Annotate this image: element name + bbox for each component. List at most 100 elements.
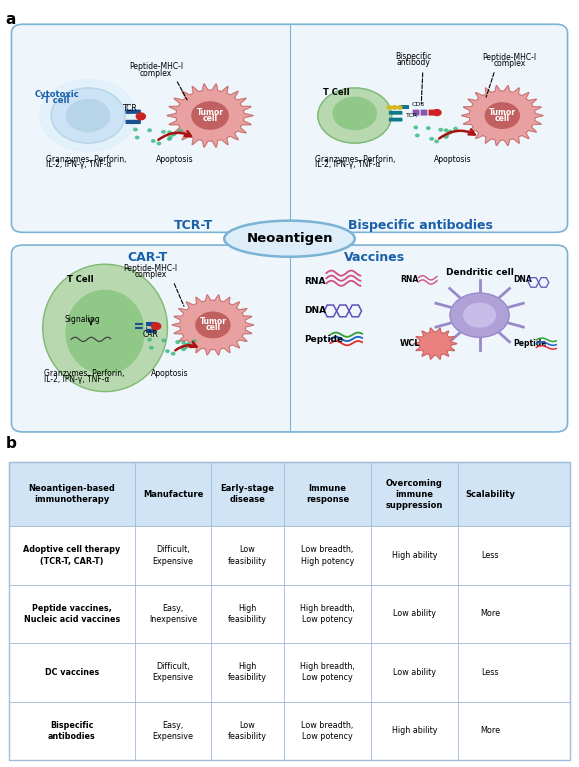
Text: T Cell: T Cell [67,275,94,284]
Text: WCL: WCL [400,339,421,348]
Circle shape [135,137,139,139]
Text: TCR: TCR [123,104,138,113]
Text: DC vaccines: DC vaccines [45,668,99,676]
Text: High
feasibility: High feasibility [228,604,267,624]
Text: CAR: CAR [143,330,159,339]
Circle shape [168,137,172,139]
Circle shape [445,134,448,137]
Text: antibody: antibody [396,58,430,67]
Text: T Cell: T Cell [323,87,349,97]
Circle shape [182,348,185,351]
Circle shape [166,350,169,353]
Text: Neoantigen-based
immunotherapy: Neoantigen-based immunotherapy [28,484,115,505]
Circle shape [333,97,376,130]
Text: Immune
response: Immune response [306,484,349,505]
Ellipse shape [65,290,145,374]
Circle shape [444,129,448,132]
Circle shape [40,80,136,152]
Circle shape [168,138,171,140]
Circle shape [178,130,182,132]
Text: Tumor: Tumor [489,107,516,117]
Bar [9,526,570,584]
Polygon shape [172,295,254,355]
Text: Dendritic cell: Dendritic cell [446,268,514,277]
Circle shape [414,126,417,129]
Text: Difficult,
Expensive: Difficult, Expensive [152,545,193,565]
Text: Neoantigen: Neoantigen [246,232,333,245]
Text: cell: cell [494,114,510,123]
Circle shape [433,110,441,116]
Text: High breadth,
Low potency: High breadth, Low potency [300,662,355,683]
Polygon shape [461,86,543,146]
Circle shape [148,129,151,131]
Text: Apoptosis: Apoptosis [156,155,194,163]
Text: complex: complex [140,68,173,77]
Circle shape [192,102,228,129]
FancyBboxPatch shape [389,111,402,115]
FancyBboxPatch shape [126,110,141,114]
FancyBboxPatch shape [12,25,567,232]
Text: Bispecific antibodies: Bispecific antibodies [347,219,493,232]
Circle shape [67,100,109,132]
FancyBboxPatch shape [389,117,402,121]
Text: Early-stage
disease: Early-stage disease [221,484,274,505]
Text: Overcoming
immune
suppression: Overcoming immune suppression [386,479,443,510]
Text: Low ability: Low ability [393,610,436,618]
Circle shape [185,344,189,346]
Text: IL-2, IFN-γ, TNF-α: IL-2, IFN-γ, TNF-α [315,160,380,170]
FancyBboxPatch shape [146,322,156,326]
Circle shape [449,130,452,133]
FancyBboxPatch shape [126,120,141,124]
Text: IL-2, IFN-γ, TNF-α: IL-2, IFN-γ, TNF-α [46,160,111,170]
Text: Granzymes, Perforin,: Granzymes, Perforin, [45,369,125,378]
Text: RNA: RNA [304,277,325,285]
Text: Peptide-MHC-I: Peptide-MHC-I [129,62,183,71]
Text: Easy,
Inexpensive: Easy, Inexpensive [149,604,197,624]
Circle shape [51,88,125,143]
Text: Adoptive cell therapy
(TCR-T, CAR-T): Adoptive cell therapy (TCR-T, CAR-T) [23,545,120,565]
Circle shape [152,323,161,330]
Text: Less: Less [482,668,499,676]
Text: Low
feasibility: Low feasibility [228,545,267,565]
Text: Low breadth,
Low potency: Low breadth, Low potency [301,721,354,741]
Circle shape [450,293,509,337]
Text: IL-2, IFN-γ, TNF-α: IL-2, IFN-γ, TNF-α [45,375,110,384]
FancyBboxPatch shape [428,110,435,116]
Text: CAR-T: CAR-T [127,252,168,265]
Text: complex: complex [134,270,167,279]
Circle shape [176,341,179,344]
Text: High
feasibility: High feasibility [228,662,267,683]
Circle shape [149,347,153,349]
Text: Bispecific: Bispecific [395,51,431,61]
Text: Difficult,
Expensive: Difficult, Expensive [152,662,193,683]
Circle shape [171,352,175,355]
Text: Manufacture: Manufacture [143,490,203,499]
Text: Easy,
Expensive: Easy, Expensive [152,721,193,741]
Text: Signaling: Signaling [64,315,100,324]
Text: High ability: High ability [392,726,437,736]
FancyBboxPatch shape [420,110,427,116]
Circle shape [448,131,451,134]
Circle shape [193,340,196,342]
Circle shape [182,341,185,344]
Text: Less: Less [482,551,499,560]
Circle shape [157,142,160,145]
Text: TCR: TCR [406,114,418,118]
Text: High breadth,
Low potency: High breadth, Low potency [300,604,355,624]
Text: b: b [6,436,17,451]
Text: Peptide-MHC-I: Peptide-MHC-I [123,264,178,273]
Text: Tumor: Tumor [199,317,226,326]
Text: Tumor: Tumor [196,107,223,117]
Text: a: a [6,12,16,27]
Text: DNA: DNA [304,306,326,315]
Bar [399,105,409,109]
Text: More: More [480,726,500,736]
Text: Low
feasibility: Low feasibility [228,721,267,741]
Text: DNA: DNA [514,275,532,285]
Circle shape [196,312,230,337]
Circle shape [162,130,165,133]
Text: Granzymes, Perforin,: Granzymes, Perforin, [315,155,395,163]
Circle shape [439,128,442,131]
Circle shape [485,103,519,128]
Text: Peptide vaccines,
Nucleic acid vaccines: Peptide vaccines, Nucleic acid vaccines [24,604,120,624]
